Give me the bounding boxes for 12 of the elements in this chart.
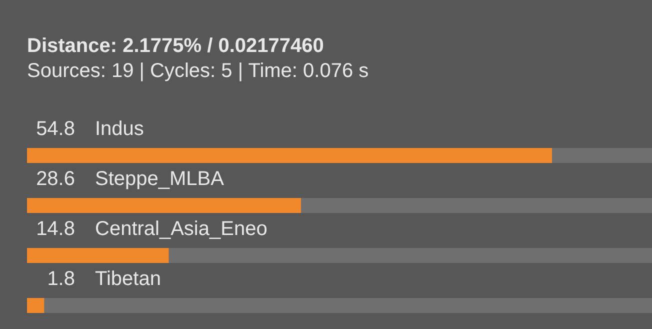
- chart-subtitle: Sources: 19 | Cycles: 5 | Time: 0.076 s: [27, 60, 369, 82]
- y-tick-label: Tibetan: [95, 268, 161, 290]
- y-tick-label: Indus: [95, 118, 144, 140]
- y-tick-label: Steppe_MLBA: [95, 168, 225, 190]
- chart-title: Distance: 2.1775% / 0.02177460: [27, 35, 324, 57]
- bar: [27, 298, 44, 313]
- bar: [27, 248, 169, 263]
- data-label: 54.8: [36, 118, 75, 140]
- data-label: 28.6: [36, 168, 75, 190]
- data-label: 1.8: [47, 268, 75, 290]
- y-tick-label: Central_Asia_Eneo: [95, 218, 268, 240]
- data-label: 14.8: [36, 218, 75, 240]
